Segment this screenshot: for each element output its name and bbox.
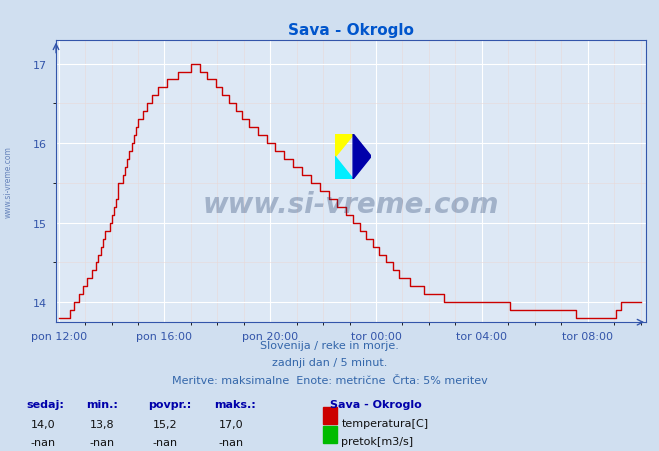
Text: www.si-vreme.com: www.si-vreme.com [203, 190, 499, 218]
Text: 15,2: 15,2 [152, 419, 177, 429]
Title: Sava - Okroglo: Sava - Okroglo [288, 23, 414, 38]
Polygon shape [353, 134, 371, 179]
Text: 13,8: 13,8 [90, 419, 115, 429]
Text: Slovenija / reke in morje.: Slovenija / reke in morje. [260, 341, 399, 350]
Text: maks.:: maks.: [214, 399, 256, 409]
Text: -nan: -nan [218, 437, 243, 447]
Text: www.si-vreme.com: www.si-vreme.com [3, 146, 13, 217]
Text: min.:: min.: [86, 399, 117, 409]
Polygon shape [335, 157, 353, 179]
Text: 17,0: 17,0 [218, 419, 243, 429]
Text: -nan: -nan [90, 437, 115, 447]
Polygon shape [335, 134, 353, 157]
Text: zadnji dan / 5 minut.: zadnji dan / 5 minut. [272, 358, 387, 368]
Text: povpr.:: povpr.: [148, 399, 192, 409]
Text: -nan: -nan [152, 437, 177, 447]
Text: temperatura[C]: temperatura[C] [341, 418, 428, 428]
Text: sedaj:: sedaj: [26, 399, 64, 409]
Text: 14,0: 14,0 [30, 419, 55, 429]
Text: Meritve: maksimalne  Enote: metrične  Črta: 5% meritev: Meritve: maksimalne Enote: metrične Črta… [171, 375, 488, 385]
Text: -nan: -nan [30, 437, 55, 447]
Text: Sava - Okroglo: Sava - Okroglo [330, 399, 421, 409]
Text: pretok[m3/s]: pretok[m3/s] [341, 436, 413, 446]
